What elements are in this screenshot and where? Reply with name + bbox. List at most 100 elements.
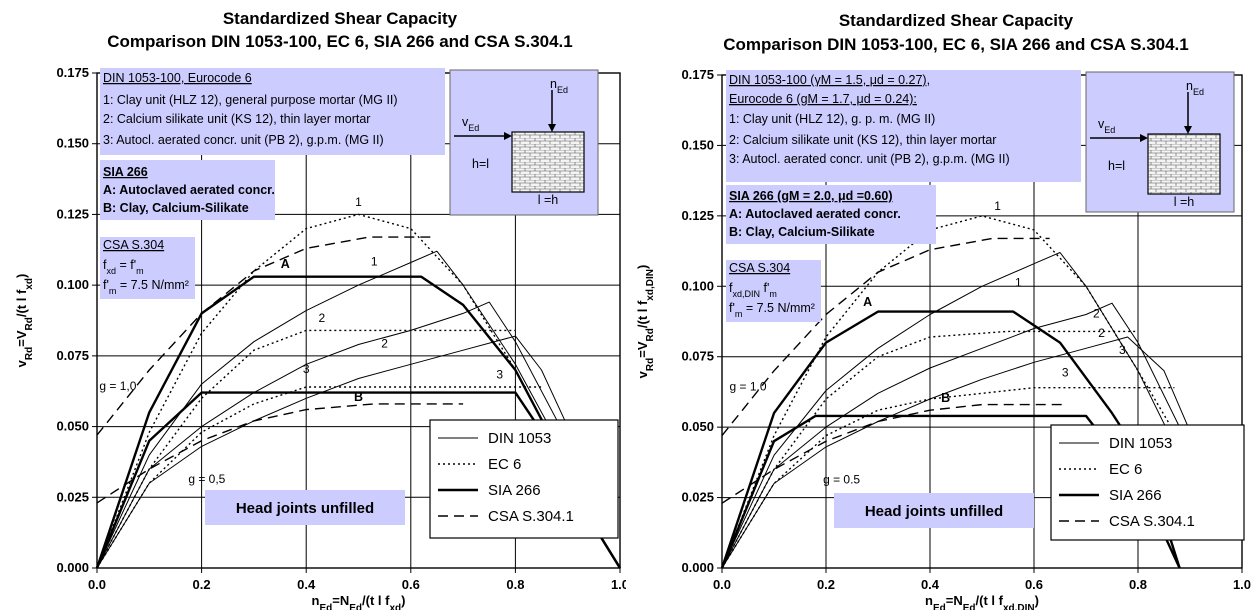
head-joints-box — [834, 493, 1034, 528]
curve-annotation: 3 — [1062, 365, 1069, 379]
y-axis-label: vRd=VRd/(t l fxd,DIN) — [635, 265, 656, 379]
curve-annotation: g = 1,0 — [99, 379, 136, 393]
series-line-9 — [96, 403, 464, 504]
y-tick-label: 0.100 — [56, 277, 89, 292]
insert-n-label: nEd — [1186, 79, 1204, 97]
info-box-din-line: 2: Calcium silikate unit (KS 12), thin l… — [103, 112, 370, 126]
x-axis-label: nEd=NEd/(t l fxd) — [312, 593, 406, 610]
curve-annotation: 2 — [319, 311, 326, 325]
info-box-sia-line: A: Autoclaved aerated concr. — [103, 183, 275, 197]
x-tick-label: 0.6 — [402, 577, 420, 592]
info-box-din-title: Eurocode 6 (gM = 1.7, μd = 0.24): — [729, 92, 917, 106]
x-tick-label: 0.2 — [193, 577, 211, 592]
chart-title: Standardized Shear Capacity — [839, 11, 1074, 30]
curve-annotation: 2 — [1093, 306, 1100, 320]
series-line-5 — [96, 386, 542, 569]
curve-annotation: 3 — [303, 362, 310, 376]
x-tick-label: 0.8 — [1129, 577, 1147, 592]
curve-annotation: 1 — [994, 199, 1001, 213]
y-tick-label: 0.100 — [681, 278, 714, 293]
y-tick-label: 0.150 — [681, 137, 714, 152]
info-box-din — [726, 70, 1081, 182]
x-axis-label: nEd=NEd/(t l fxd,DIN) — [925, 593, 1039, 610]
x-tick-label: 0.6 — [1025, 577, 1043, 592]
legend: DIN 1053 EC 6 SIA 266 CSA S.304.1 — [1050, 424, 1245, 541]
insert-v-label: vEd — [462, 115, 479, 133]
legend-entry: SIA 266 — [1109, 487, 1162, 504]
info-box-csa — [726, 260, 821, 322]
info-box-sia-title: SIA 266 (gM = 2.0, μd =0.60) — [729, 189, 893, 203]
legend-entry: EC 6 — [488, 456, 521, 473]
masonry-wall — [1147, 133, 1221, 195]
x-tick-label: 0.4 — [297, 577, 316, 592]
info-box-sia-line: B: Clay, Calcium-Silikate — [103, 201, 249, 215]
series-line-1 — [96, 301, 569, 569]
series-line-2 — [96, 335, 595, 569]
wall-insert-diagram: nEd vEd h=l l =h — [449, 69, 599, 216]
series-line-8 — [721, 237, 1050, 437]
curve-annotation: 1 — [355, 195, 362, 209]
info-box-din-line: 2: Calcium silikate unit (KS 12), thin l… — [729, 133, 996, 147]
y-axis-label: vRd=VRd/(t l fxd) — [14, 274, 35, 368]
info-box-csa — [100, 237, 195, 299]
curve-annotation: B — [941, 391, 950, 405]
curve-annotation: 2 — [1098, 326, 1105, 340]
head-joints-label: Head joints unfilled — [236, 500, 374, 517]
insert-h-label: h=l — [1108, 159, 1125, 173]
y-tick-label: 0.075 — [681, 349, 714, 364]
x-tick-label: 0.0 — [713, 577, 731, 592]
y-tick-label: 0.050 — [681, 419, 714, 434]
y-tick-label: 0.000 — [56, 560, 89, 575]
curve-annotation: g = 1.0 — [729, 380, 766, 394]
normal-force-arrowhead — [548, 124, 556, 132]
info-box-sia-line: B: Clay, Calcium-Silikate — [729, 225, 875, 239]
x-tick-label: 1.0 — [1233, 577, 1251, 592]
y-tick-label: 0.175 — [56, 65, 89, 80]
curve-annotation: 1 — [371, 254, 378, 268]
info-box-sia-title: SIA 266 — [103, 165, 148, 179]
wall-insert-diagram: nEd vEd h=l l =h — [1085, 71, 1235, 213]
x-tick-label: 0.4 — [921, 577, 940, 592]
chart-left-svg: Standardized Shear Capacity Comparison DI… — [14, 9, 626, 610]
info-box-din — [100, 68, 445, 155]
curve-annotation: B — [354, 390, 363, 404]
series-line-2 — [721, 336, 1201, 569]
info-box-din-line: 1: Clay unit (HLZ 12), general purpose m… — [103, 93, 398, 107]
legend: DIN 1053 EC 6 SIA 266 CSA S.304.1 — [429, 419, 619, 539]
curve-annotation: 3 — [496, 367, 503, 381]
series-line-0 — [96, 250, 595, 569]
legend-frame — [429, 419, 619, 539]
chart-right-svg: Standardized Shear Capacity Comparison DI… — [635, 11, 1251, 610]
chart-subtitle: Comparison DIN 1053-100, EC 6, SIA 266 a… — [107, 32, 572, 51]
info-box-csa-line: f'm = 7.5 N/mm² — [729, 301, 815, 319]
info-box-din-title: DIN 1053-100, Eurocode 6 — [103, 71, 252, 85]
series-line-1 — [721, 302, 1181, 569]
curve-annotation: 2 — [381, 336, 388, 350]
y-tick-label: 0.050 — [56, 419, 89, 434]
y-tick-label: 0.150 — [56, 136, 89, 151]
info-box-din-title: DIN 1053-100 (γM = 1.5, μd = 0.27), — [729, 73, 930, 87]
info-box-csa-title: CSA S.304 — [103, 238, 164, 252]
x-tick-label: 0.0 — [88, 577, 106, 592]
series-line-9 — [721, 403, 1066, 504]
legend-entry: SIA 266 — [488, 482, 541, 499]
chart-subtitle: Comparison DIN 1053-100, EC 6, SIA 266 a… — [723, 35, 1188, 54]
info-box-csa-line: f'm = 7.5 N/mm² — [103, 278, 189, 296]
shear-force-arrowhead — [1140, 134, 1148, 142]
curve-annotation: 1 — [1015, 275, 1022, 289]
info-box-din-line: 3: Autocl. aerated concr. unit (PB 2), g… — [103, 133, 384, 147]
legend-entry: CSA S.304.1 — [1109, 513, 1195, 530]
y-tick-label: 0.125 — [681, 208, 714, 223]
y-tick-label: 0.175 — [681, 67, 714, 82]
curve-annotation: g = 0.5 — [823, 472, 860, 486]
insert-v-label: vEd — [1098, 117, 1115, 135]
masonry-wall — [511, 131, 585, 193]
legend-entry: CSA S.304.1 — [488, 508, 574, 525]
normal-force-arrowhead — [1184, 126, 1192, 134]
chart-left: Standardized Shear Capacity Comparison DI… — [14, 9, 626, 610]
curve-annotation: A — [863, 295, 872, 309]
chart-right: Standardized Shear Capacity Comparison DI… — [626, 0, 1252, 610]
insert-h-label: h=l — [472, 157, 489, 171]
x-tick-label: 0.2 — [817, 577, 835, 592]
info-box-din-line: 3: Autocl. aerated concr. unit (PB 2), g… — [729, 152, 1010, 166]
